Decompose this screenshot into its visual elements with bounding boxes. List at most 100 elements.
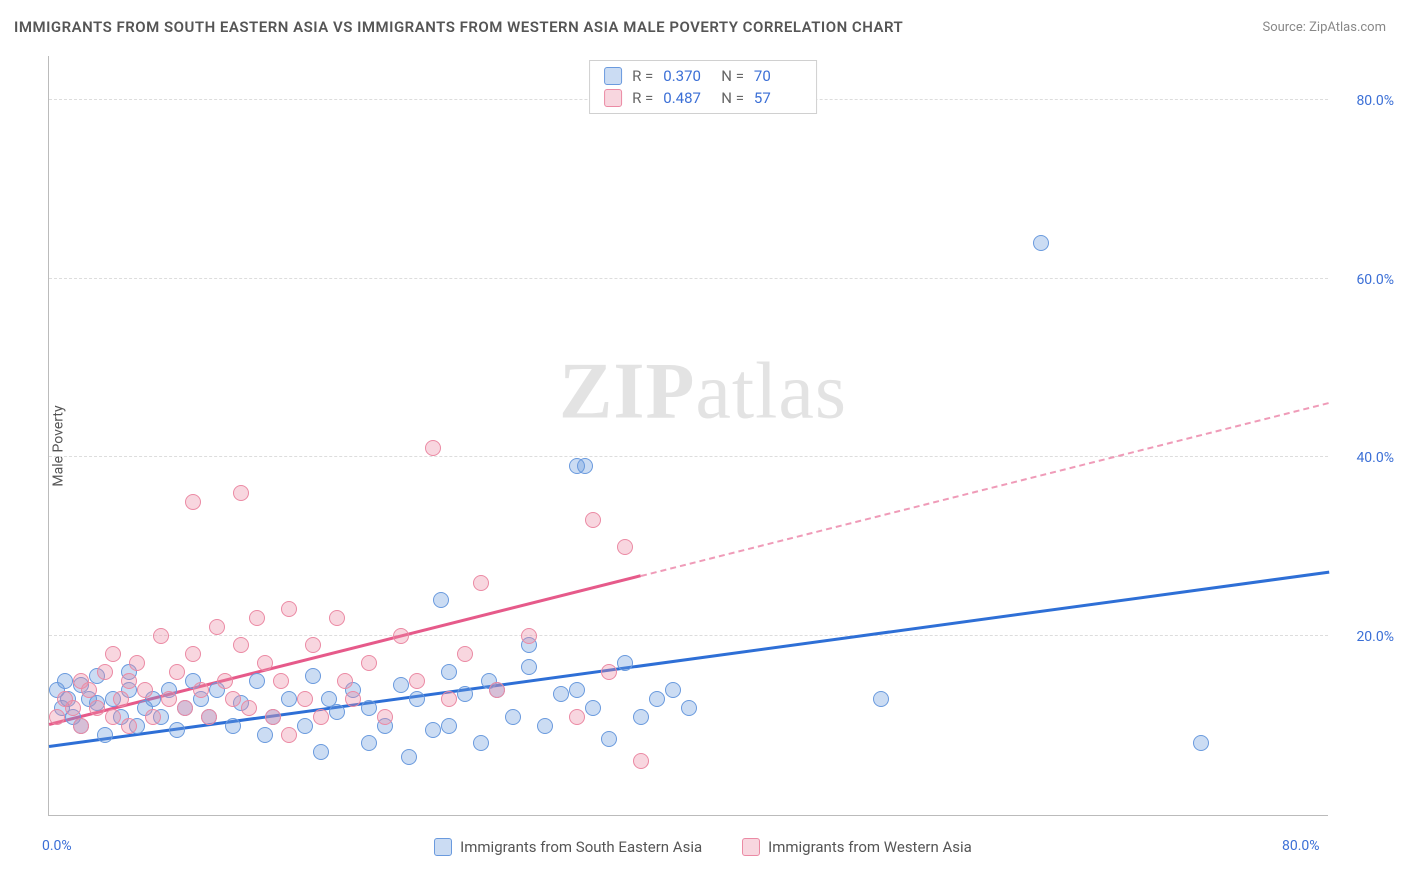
data-point — [361, 655, 377, 671]
legend-r-label: R = — [632, 67, 653, 85]
data-point — [113, 691, 129, 707]
data-point — [129, 655, 145, 671]
data-point — [169, 664, 185, 680]
data-point — [617, 539, 633, 555]
data-point — [521, 659, 537, 675]
data-point — [57, 673, 73, 689]
data-point — [225, 718, 241, 734]
data-point — [337, 673, 353, 689]
data-point — [281, 601, 297, 617]
data-point — [553, 686, 569, 702]
data-point — [633, 709, 649, 725]
data-point — [433, 592, 449, 608]
data-point — [313, 744, 329, 760]
data-point — [585, 512, 601, 528]
series-legend: Immigrants from South Eastern Asia Immigr… — [0, 838, 1406, 856]
data-point — [409, 673, 425, 689]
data-point — [217, 673, 233, 689]
legend-n-value: 70 — [754, 67, 802, 85]
data-point — [185, 646, 201, 662]
data-point — [329, 610, 345, 626]
data-point — [201, 709, 217, 725]
series-legend-label: Immigrants from Western Asia — [768, 838, 972, 856]
legend-n-value: 57 — [754, 89, 802, 107]
legend-swatch — [434, 838, 452, 856]
gridline — [49, 456, 1328, 457]
data-point — [281, 691, 297, 707]
data-point — [569, 682, 585, 698]
data-point — [873, 691, 889, 707]
data-point — [169, 722, 185, 738]
data-point — [257, 655, 273, 671]
chart-title: IMMIGRANTS FROM SOUTH EASTERN ASIA VS IM… — [14, 18, 903, 36]
correlation-legend: R = 0.370N = 70R = 0.487N = 57 — [589, 60, 817, 114]
data-point — [569, 709, 585, 725]
trend-line — [49, 571, 1329, 748]
y-tick-label: 80.0% — [1356, 93, 1394, 109]
data-point — [265, 709, 281, 725]
data-point — [97, 727, 113, 743]
data-point — [577, 458, 593, 474]
data-point — [73, 718, 89, 734]
legend-swatch — [742, 838, 760, 856]
gridline — [49, 635, 1328, 636]
x-tick-label: 0.0% — [42, 838, 72, 854]
data-point — [401, 749, 417, 765]
legend-r-label: R = — [632, 89, 653, 107]
y-tick-label: 60.0% — [1356, 272, 1394, 288]
data-point — [241, 700, 257, 716]
trend-line — [641, 402, 1329, 577]
data-point — [297, 691, 313, 707]
data-point — [521, 628, 537, 644]
data-point — [649, 691, 665, 707]
x-tick-label: 80.0% — [1282, 838, 1320, 854]
data-point — [489, 682, 505, 698]
data-point — [145, 709, 161, 725]
data-point — [233, 485, 249, 501]
legend-swatch — [604, 67, 622, 85]
legend-row: R = 0.370N = 70 — [604, 67, 802, 85]
legend-r-value: 0.370 — [663, 67, 711, 85]
data-point — [313, 709, 329, 725]
data-point — [257, 727, 273, 743]
data-point — [49, 709, 65, 725]
data-point — [1033, 235, 1049, 251]
data-point — [457, 686, 473, 702]
data-point — [473, 575, 489, 591]
data-point — [361, 735, 377, 751]
data-point — [121, 673, 137, 689]
data-point — [249, 610, 265, 626]
data-point — [193, 682, 209, 698]
data-point — [601, 664, 617, 680]
gridline — [49, 278, 1328, 279]
data-point — [425, 722, 441, 738]
data-point — [585, 700, 601, 716]
legend-n-label: N = — [721, 89, 744, 107]
series-legend-item: Immigrants from South Eastern Asia — [434, 838, 702, 856]
data-point — [273, 673, 289, 689]
data-point — [441, 664, 457, 680]
series-legend-label: Immigrants from South Eastern Asia — [460, 838, 702, 856]
data-point — [345, 691, 361, 707]
data-point — [633, 753, 649, 769]
data-point — [473, 735, 489, 751]
data-point — [393, 628, 409, 644]
data-point — [305, 668, 321, 684]
data-point — [409, 691, 425, 707]
data-point — [329, 704, 345, 720]
data-point — [281, 727, 297, 743]
data-point — [81, 682, 97, 698]
data-point — [89, 700, 105, 716]
data-point — [441, 718, 457, 734]
data-point — [65, 700, 81, 716]
data-point — [361, 700, 377, 716]
legend-swatch — [604, 89, 622, 107]
data-point — [233, 637, 249, 653]
data-point — [617, 655, 633, 671]
source-attribution: Source: ZipAtlas.com — [1262, 20, 1386, 35]
data-point — [225, 691, 241, 707]
data-point — [105, 709, 121, 725]
data-point — [425, 440, 441, 456]
y-tick-label: 20.0% — [1356, 629, 1394, 645]
data-point — [185, 494, 201, 510]
